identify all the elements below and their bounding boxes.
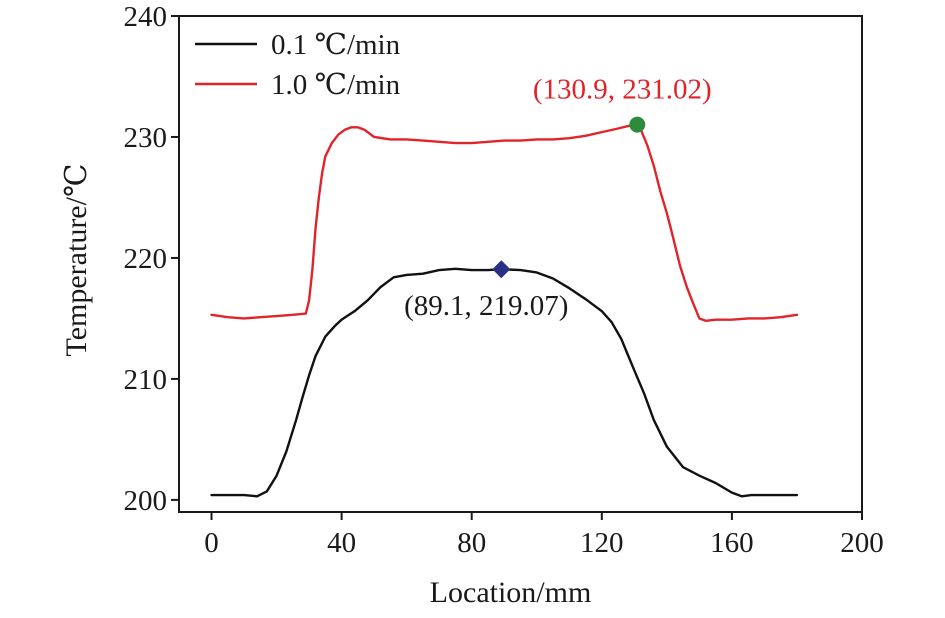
annotation-label: (89.1, 219.07) [404, 290, 568, 322]
axes: 0 40 80 120 160 200 200 210 220 230 240 Location/mm… [60, 1, 884, 609]
x-axis-title: Location/mm [430, 576, 592, 609]
x-tick-label: 80 [457, 527, 486, 559]
x-tick-label: 200 [840, 527, 884, 559]
y-tick-label: 240 [124, 1, 168, 33]
y-tick-label: 230 [124, 122, 168, 154]
legend-label-0: 0.1 ℃/min [271, 29, 401, 61]
x-tick-label: 160 [710, 527, 754, 559]
x-tick-label: 0 [204, 527, 219, 559]
peak-marker-circle [629, 116, 646, 133]
annotation-label: (130.9, 231.02) [533, 74, 712, 106]
legend: 0.1 ℃/min 1.0 ℃/min [195, 29, 401, 101]
annotation-layer: (89.1, 219.07) (130.9, 231.02) [404, 74, 712, 323]
y-tick-label: 200 [124, 485, 168, 517]
peak-marker-diamond [492, 260, 511, 279]
y-tick-label: 220 [124, 243, 168, 275]
legend-label-1: 1.0 ℃/min [271, 69, 401, 101]
plot-frame [178, 15, 863, 513]
x-tick-label: 40 [327, 527, 356, 559]
x-tick-label: 120 [580, 527, 624, 559]
y-axis-title: Temperature/℃ [60, 163, 93, 356]
marker-layer [492, 116, 646, 279]
y-tick-label: 210 [124, 364, 168, 396]
series-line-1 [210, 123, 799, 323]
